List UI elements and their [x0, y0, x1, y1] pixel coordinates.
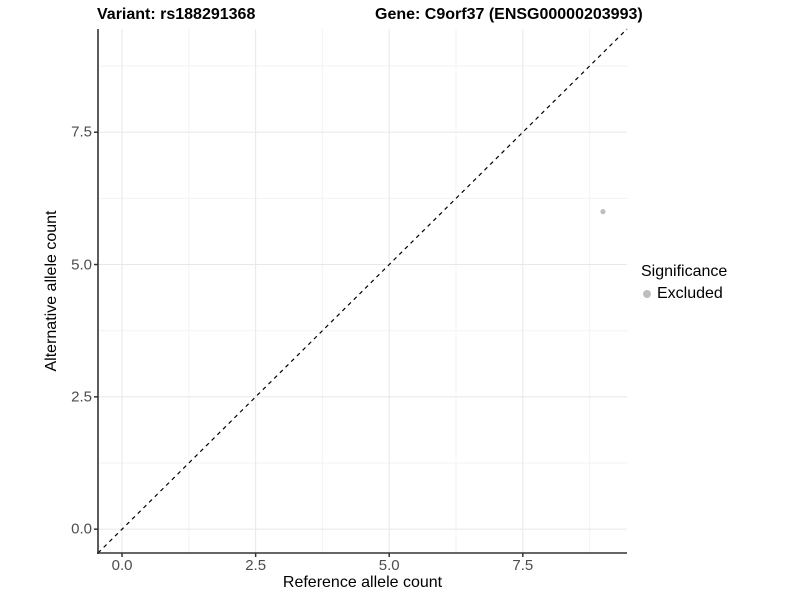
excluded-point-icon	[643, 290, 651, 298]
legend: Significance Excluded	[641, 263, 727, 303]
y-axis-title: Alternative allele count	[43, 210, 60, 372]
variant-title: Variant: rs188291368	[97, 6, 256, 23]
x-tick-label: 5.0	[378, 557, 400, 574]
y-tick-label: 7.5	[71, 123, 92, 141]
y-tick-label: 0.0	[71, 520, 92, 538]
data-point-excluded	[600, 209, 606, 215]
x-tick-label: 7.5	[512, 557, 534, 574]
y-tick-label: 2.5	[71, 388, 92, 406]
legend-item-label: Excluded	[657, 285, 723, 302]
y-tick-label: 5.0	[71, 256, 92, 274]
legend-title: Significance	[641, 263, 728, 280]
x-tick-label: 2.5	[245, 557, 267, 574]
legend-item-excluded: Excluded	[641, 285, 727, 303]
gene-title: Gene: C9orf37 (ENSG00000203993)	[375, 6, 643, 23]
identity-reference-line	[97, 28, 628, 554]
x-tick-label: 0.0	[111, 557, 133, 574]
x-axis-title: Reference allele count	[282, 574, 443, 591]
